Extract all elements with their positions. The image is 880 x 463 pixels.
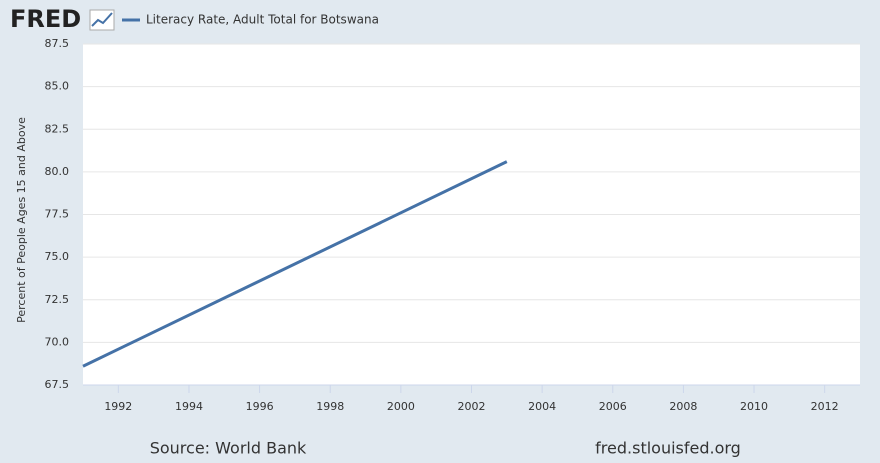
y-tick-label: 87.5: [45, 37, 70, 50]
x-tick-label: 2010: [740, 400, 768, 413]
site: fred.stlouisfed.org: [595, 439, 741, 458]
x-tick-label: 1992: [104, 400, 132, 413]
data-line: [82, 160, 508, 368]
y-tick-label: 75.0: [45, 250, 70, 263]
y-tick-label: 72.5: [45, 293, 70, 306]
logo-icon: [89, 9, 115, 31]
x-tick-label: 2000: [387, 400, 415, 413]
x-tick-label: 2012: [811, 400, 839, 413]
x-tick-label: 2006: [599, 400, 627, 413]
source: Source: World Bank: [150, 439, 307, 458]
y-tick-label: 85.0: [45, 80, 70, 93]
y-tick-label: 82.5: [45, 122, 70, 135]
logo: FRED: [10, 5, 81, 33]
x-tick-label: 1994: [175, 400, 203, 413]
y-tick-label: 67.5: [45, 378, 70, 391]
legend-label: Literacy Rate, Adult Total for Botswana: [146, 13, 379, 27]
x-tick-label: 2008: [669, 400, 697, 413]
y-tick-label: 70.0: [45, 335, 70, 348]
x-tick-label: 1998: [316, 400, 344, 413]
x-tick-label: 2002: [458, 400, 486, 413]
x-tick-label: 2004: [528, 400, 556, 413]
y-tick-label: 80.0: [45, 165, 70, 178]
y-tick-label: 77.5: [45, 208, 70, 221]
x-tick-label: 1996: [246, 400, 274, 413]
y-axis-label: Percent of People Ages 15 and Above: [15, 117, 28, 323]
